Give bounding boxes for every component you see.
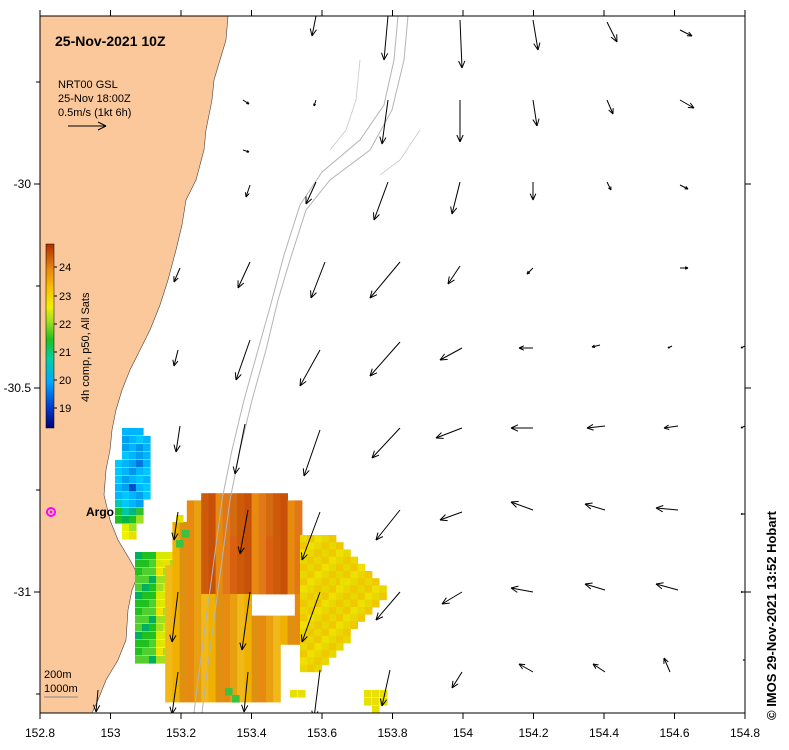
argo-float xyxy=(46,507,56,517)
colorbar-tick-label: 19 xyxy=(59,403,71,415)
x-tick-label: 152.8 xyxy=(25,726,55,740)
x-tick-label: 153.8 xyxy=(377,726,407,740)
contour-extra xyxy=(329,59,421,176)
x-tick-label: 153.2 xyxy=(166,726,196,740)
scale-arrow xyxy=(68,121,107,131)
colorbar xyxy=(45,243,55,429)
map-title: 25-Nov-2021 10Z xyxy=(55,33,166,49)
coastline-land xyxy=(40,16,229,713)
colorbar-label: 4h comp, p50, All Sats xyxy=(80,292,92,402)
x-tick-label: 154.8 xyxy=(730,726,760,740)
depth-label-1000m: 1000m xyxy=(44,683,78,695)
sst-pixels xyxy=(115,428,388,713)
y-tick-label: -31 xyxy=(14,585,32,599)
x-tick-label: 154 xyxy=(453,726,473,740)
x-tick-label: 154.6 xyxy=(659,726,689,740)
info-line-2: 25-Nov 18:00Z xyxy=(58,93,131,105)
info-line-1: NRT00 GSL xyxy=(58,79,118,91)
info-line-3: 0.5m/s (1kt 6h) xyxy=(58,107,131,119)
colorbar-tick-label: 23 xyxy=(59,291,71,303)
x-tick-label: 154.2 xyxy=(518,726,548,740)
contour-1000m xyxy=(193,16,399,713)
depth-label-200m: 200m xyxy=(44,669,72,681)
y-tick-label: -30 xyxy=(14,177,32,191)
y-tick-label: -30.5 xyxy=(4,381,32,395)
x-tick-label: 153.4 xyxy=(236,726,266,740)
colorbar-tick-label: 20 xyxy=(59,375,71,387)
credit-text: © IMOS 29-Nov-2021 13:52 Hobart xyxy=(764,510,779,720)
x-tick-label: 154.4 xyxy=(589,726,619,740)
argo-label: Argo xyxy=(86,505,114,519)
colorbar-tick-label: 22 xyxy=(59,319,71,331)
x-axis: 152.8 153 153.2 153.4 153.6 153.8 154 154.2 154.… xyxy=(25,10,760,740)
x-tick-label: 153.6 xyxy=(307,726,337,740)
colorbar-tick-label: 21 xyxy=(59,347,71,359)
contour-200m xyxy=(201,16,409,713)
x-tick-label: 153 xyxy=(100,726,120,740)
current-vectors xyxy=(93,16,745,713)
colorbar-tick-label: 24 xyxy=(59,262,71,274)
y-axis: -30 -30.5 -31 xyxy=(4,81,751,695)
colorbar-ticks: 24 23 22 21 20 19 xyxy=(54,262,71,415)
